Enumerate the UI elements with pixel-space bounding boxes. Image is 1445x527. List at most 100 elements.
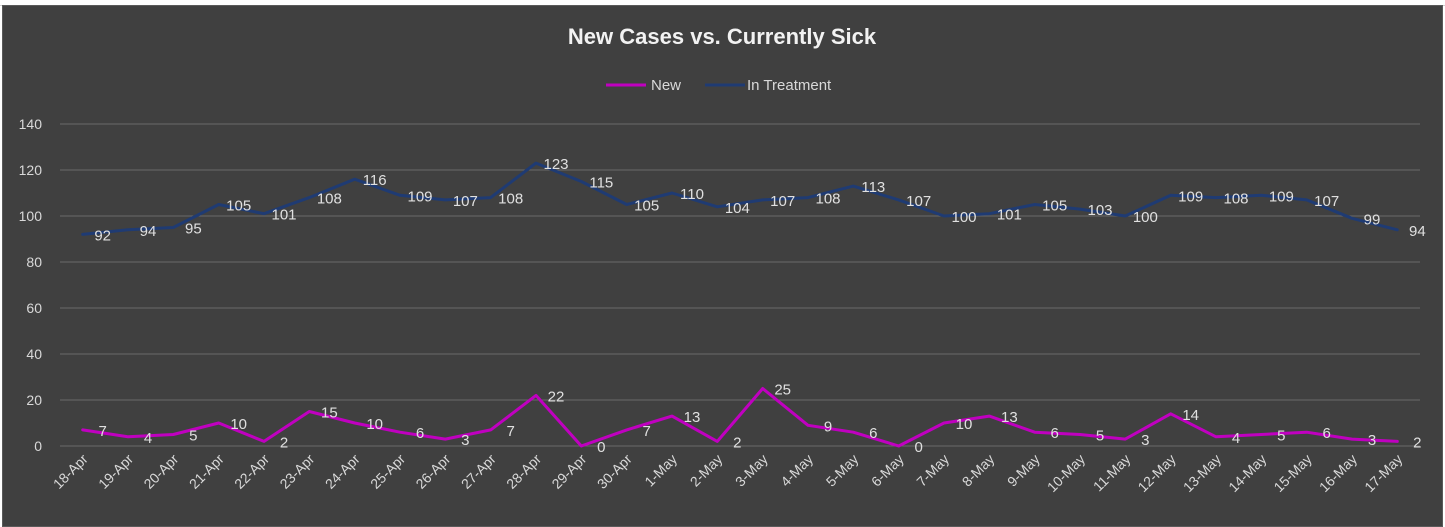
series-line-in-treatment [81, 161, 1399, 236]
chart-area[interactable] [2, 5, 1443, 527]
x-tick-label: 14-May [1225, 451, 1269, 495]
data-label: 22 [548, 388, 565, 405]
data-label: 6 [416, 425, 424, 442]
x-tick-label: 12-May [1134, 451, 1178, 495]
x-tick-label: 15-May [1270, 451, 1314, 495]
data-label: 107 [770, 193, 795, 210]
y-tick-label: 120 [19, 162, 43, 178]
data-label: 92 [94, 227, 111, 244]
chart-title: New Cases vs. Currently Sick [568, 24, 877, 49]
data-label: 3 [1368, 432, 1376, 449]
legend-label: New [651, 77, 681, 94]
x-tick-label: 1-May [641, 451, 680, 490]
data-labels: 7 4 5 10 2 15 10 6 3 7 22 0 7 13 2 25 9 6 0 10 13 6 5 3 14 4 5 6 3 2 9… [94, 156, 1425, 456]
y-tick-label: 20 [26, 392, 42, 408]
data-label: 101 [271, 207, 296, 224]
data-label: 4 [144, 430, 152, 447]
x-axis: 18-Apr 19-Apr 20-Apr 21-Apr 22-Apr 23-Apr 24-A… [50, 451, 1406, 496]
data-label: 13 [684, 409, 701, 426]
x-tick-label: 9-May [1004, 451, 1043, 490]
x-tick-label: 10-May [1044, 451, 1088, 495]
gridlines [60, 123, 1420, 447]
y-tick-label: 140 [19, 116, 43, 132]
x-tick-label: 11-May [1090, 451, 1134, 495]
data-label: 5 [1277, 428, 1285, 445]
data-label: 7 [506, 423, 514, 440]
x-tick-label: 24-Apr [322, 451, 363, 492]
data-label: 108 [815, 191, 840, 208]
x-tick-label: 5-May [823, 451, 862, 490]
data-label: 109 [407, 188, 432, 205]
data-label: 109 [1178, 188, 1203, 205]
data-label: 5 [1096, 428, 1104, 445]
x-tick-label: 19-Apr [95, 451, 136, 492]
data-label: 2 [280, 434, 288, 451]
data-label: 107 [453, 193, 478, 210]
series-lines [81, 161, 1399, 448]
x-tick-label: 6-May [868, 451, 907, 490]
x-tick-label: 2-May [687, 451, 726, 490]
data-label: 9 [824, 418, 832, 435]
data-label: 108 [317, 191, 342, 208]
x-tick-label: 3-May [732, 451, 771, 490]
x-tick-label: 25-Apr [367, 451, 408, 492]
data-label: 100 [1133, 209, 1158, 226]
data-label: 108 [498, 191, 523, 208]
x-tick-label: 28-Apr [503, 451, 544, 492]
data-label: 6 [1050, 425, 1058, 442]
data-label: 115 [589, 175, 613, 192]
data-label: 94 [1409, 223, 1426, 240]
x-tick-label: 17-May [1361, 451, 1405, 495]
y-tick-label: 100 [19, 208, 43, 224]
data-label: 123 [543, 156, 568, 173]
data-label: 7 [98, 423, 106, 440]
data-label: 7 [642, 423, 650, 440]
data-label: 101 [997, 207, 1022, 224]
data-label: 103 [1087, 202, 1112, 219]
x-tick-label: 18-Apr [50, 451, 91, 492]
data-label: 13 [1001, 409, 1018, 426]
data-label: 10 [366, 416, 383, 433]
x-tick-label: 4-May [777, 451, 816, 490]
legend-label: In Treatment [747, 77, 832, 94]
data-label: 2 [733, 434, 741, 451]
data-label: 109 [1269, 188, 1294, 205]
x-tick-label: 29-Apr [548, 451, 589, 492]
data-label: 10 [230, 416, 247, 433]
data-label: 2 [1413, 434, 1421, 451]
data-label: 100 [951, 209, 976, 226]
x-tick-label: 22-Apr [231, 451, 272, 492]
data-label: 3 [1141, 432, 1149, 449]
chart-legend: New In Treatment [606, 77, 832, 94]
x-tick-label: 13-May [1180, 451, 1224, 495]
data-label: 25 [774, 382, 791, 399]
data-label: 105 [1042, 198, 1067, 215]
data-label: 5 [189, 428, 197, 445]
x-tick-label: 27-Apr [458, 451, 499, 492]
x-tick-label: 26-Apr [412, 451, 453, 492]
data-label: 108 [1223, 191, 1248, 208]
data-label: 4 [1232, 430, 1240, 447]
data-label: 0 [597, 439, 605, 456]
x-tick-label: 16-May [1316, 451, 1360, 495]
x-tick-label: 7-May [913, 451, 952, 490]
data-label: 107 [1314, 193, 1339, 210]
x-tick-label: 23-Apr [276, 451, 317, 492]
data-label: 0 [914, 439, 922, 456]
data-label: 6 [1322, 425, 1330, 442]
x-tick-label: 21-Apr [186, 451, 227, 492]
y-tick-label: 0 [34, 438, 42, 454]
data-label: 94 [140, 223, 157, 240]
x-tick-label: 20-Apr [140, 451, 181, 492]
data-label: 107 [906, 193, 931, 210]
data-label: 110 [680, 186, 704, 203]
data-label: 105 [634, 198, 659, 215]
data-label: 14 [1182, 407, 1199, 424]
data-label: 3 [461, 432, 469, 449]
series-line-new [81, 387, 1399, 448]
y-tick-label: 40 [26, 346, 42, 362]
data-label: 10 [956, 416, 973, 433]
y-axis: 0 20 40 60 80 100 120 140 [19, 116, 43, 454]
